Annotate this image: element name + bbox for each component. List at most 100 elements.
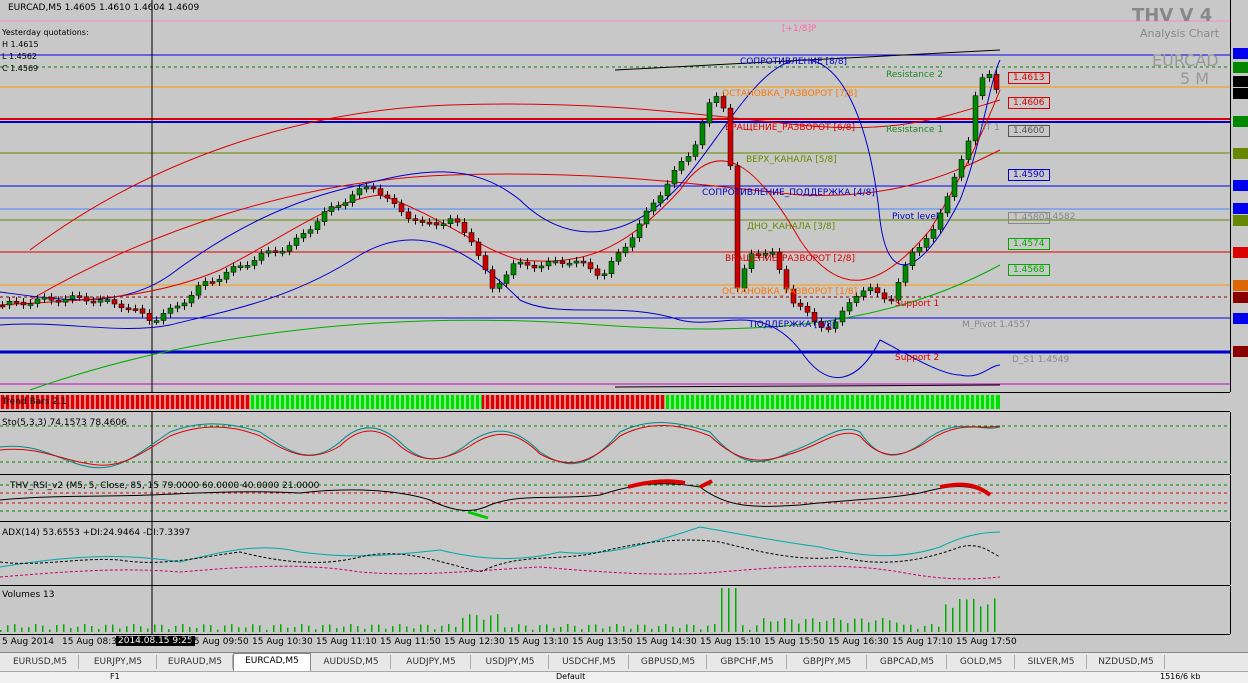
price-tag-8: 1.4568 (1008, 264, 1050, 276)
candle-body (944, 196, 951, 214)
yesterday-title: Yesterday quotations: (2, 28, 89, 37)
volume-bar (532, 629, 534, 632)
tab-nzdusd[interactable]: NZDUSD,M5 (1088, 655, 1165, 669)
volume-bar (56, 624, 58, 632)
volume-bar (644, 624, 646, 632)
candle-body (258, 252, 265, 261)
volume-bar (441, 625, 443, 632)
yesterday-high: H 1.4615 (2, 40, 39, 49)
rsi-pane[interactable]: THV_RSI_v2 (M5, 5, Close, 85, 15 79.0000… (0, 475, 1230, 522)
tab-audusd[interactable]: AUDUSD,M5 (312, 655, 391, 669)
adx-pane[interactable]: ADX(14) 53.6553 +DI:24.9464 -DI:7.3397 (0, 522, 1230, 586)
volume-bar (294, 627, 296, 632)
volume-bar (574, 625, 576, 632)
tab-silver[interactable]: SILVER,M5 (1016, 655, 1087, 669)
axis-box-14 (1233, 346, 1248, 357)
volume-bar (665, 624, 667, 632)
axis-box-3 (1233, 76, 1248, 87)
axis-box-7 (1233, 180, 1248, 191)
candle-body (349, 194, 356, 203)
stochastic-pane[interactable]: Sto(5,3,3) 74.1573 78.4606 (0, 412, 1230, 475)
tab-eurjpy[interactable]: EURJPY,M5 (80, 655, 157, 669)
trend-bars-label: Trend Bars 2.1 (2, 397, 67, 407)
candle-body (678, 161, 685, 171)
candle-body (489, 269, 496, 289)
tab-usdjpy[interactable]: USDJPY,M5 (472, 655, 549, 669)
red-fast-ma (0, 89, 1001, 306)
volume-bar (406, 626, 408, 632)
volume-bar (630, 628, 632, 632)
candle-body (573, 260, 580, 264)
candle-body (741, 268, 748, 289)
volume-bar (966, 599, 968, 632)
murrey-label-0: ПОДДЕРЖКА [0/8] (750, 320, 836, 330)
time-label-5: 15 Aug 11:50 (380, 637, 441, 647)
tab-eurcad[interactable]: EURCAD,M5 (233, 653, 311, 671)
candle-body (62, 298, 69, 303)
volume-bar (147, 628, 149, 632)
candle-body (608, 261, 615, 274)
tab-usdchf[interactable]: USDCHF,M5 (550, 655, 629, 669)
trend-bars-svg (0, 395, 1000, 409)
candle-body (979, 77, 986, 97)
candle-body (97, 299, 104, 303)
volume-bar (91, 625, 93, 632)
candle-body (90, 300, 97, 304)
tab-gbpcad[interactable]: GBPCAD,M5 (868, 655, 947, 669)
volume-axis: 117 0 (1230, 586, 1248, 634)
volume-bar (840, 619, 842, 632)
candle-body (6, 300, 13, 306)
price-axis[interactable] (1230, 0, 1248, 392)
volume-bar (756, 625, 758, 632)
volume-bar (336, 628, 338, 632)
price-chart-pane[interactable]: EURCAD,M5 1.4605 1.4610 1.4604 1.4609 Ye… (0, 0, 1230, 393)
volume-bar (84, 624, 86, 632)
candle-body (440, 223, 447, 226)
volume-bar (679, 628, 681, 632)
volume-bar (14, 624, 16, 632)
volume-bar (140, 626, 142, 632)
volume-bar (693, 624, 695, 632)
candle-body (454, 218, 461, 223)
tab-euraud[interactable]: EURAUD,M5 (158, 655, 233, 669)
volume-pane[interactable]: Volumes 13 (0, 586, 1230, 635)
candle-body (524, 261, 531, 266)
volume-bar (714, 624, 716, 632)
candle-body (517, 261, 524, 265)
tab-audjpy[interactable]: AUDJPY,M5 (392, 655, 471, 669)
tab-gold[interactable]: GOLD,M5 (948, 655, 1015, 669)
candle-body (650, 202, 657, 212)
volume-bar (133, 624, 135, 632)
candle-body (594, 268, 601, 276)
rsi-line (0, 483, 991, 511)
brand-title: THV V 4 (1132, 5, 1213, 26)
time-label-11: 15 Aug 15:50 (764, 637, 825, 647)
candle-body (111, 299, 118, 305)
candle-body (503, 274, 510, 284)
volume-bar (651, 628, 653, 632)
rsi-overbought-segment-1 (627, 479, 686, 489)
volume-bar (539, 625, 541, 632)
candle-body (937, 212, 944, 230)
volume-bar (350, 624, 352, 632)
rsi-label: THV_RSI_v2 (M5, 5, Close, 85, 15 79.0000… (10, 481, 320, 491)
candle-body (209, 281, 216, 284)
tab-eurusd[interactable]: EURUSD,M5 (2, 655, 79, 669)
candle-body (321, 211, 328, 222)
volume-bar (287, 627, 289, 632)
tab-gbpjpy[interactable]: GBPJPY,M5 (788, 655, 867, 669)
candle-body (468, 232, 475, 243)
candle-body (202, 281, 209, 287)
volume-bar (427, 624, 429, 632)
watermark-timeframe: 5 M (1180, 69, 1210, 88)
volume-bar (511, 627, 513, 632)
stochastic-svg (0, 412, 1230, 474)
price-tag-4: 1.4590 (1008, 169, 1050, 181)
candle-body (496, 283, 503, 289)
tab-gbpusd[interactable]: GBPUSD,M5 (630, 655, 707, 669)
volume-bar (658, 626, 660, 632)
candle-body (643, 210, 650, 225)
price-tag-3: 1.4600 (1008, 125, 1050, 137)
trend-bars-pane[interactable]: Trend Bars 2.1 (0, 393, 1230, 412)
tab-gbpchf[interactable]: GBPCHF,M5 (708, 655, 787, 669)
